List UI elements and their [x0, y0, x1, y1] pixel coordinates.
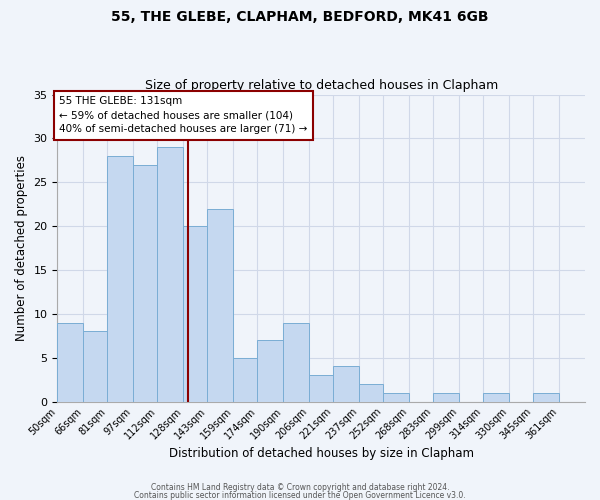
Bar: [257, 340, 283, 402]
Text: Contains HM Land Registry data © Crown copyright and database right 2024.: Contains HM Land Registry data © Crown c…: [151, 484, 449, 492]
Bar: [233, 358, 257, 402]
Bar: [157, 147, 183, 402]
Bar: [133, 164, 157, 402]
Text: 55, THE GLEBE, CLAPHAM, BEDFORD, MK41 6GB: 55, THE GLEBE, CLAPHAM, BEDFORD, MK41 6G…: [111, 10, 489, 24]
Bar: [533, 393, 559, 402]
Bar: [283, 322, 309, 402]
X-axis label: Distribution of detached houses by size in Clapham: Distribution of detached houses by size …: [169, 447, 474, 460]
Text: 55 THE GLEBE: 131sqm
← 59% of detached houses are smaller (104)
40% of semi-deta: 55 THE GLEBE: 131sqm ← 59% of detached h…: [59, 96, 307, 134]
Bar: [58, 322, 83, 402]
Bar: [383, 393, 409, 402]
Bar: [359, 384, 383, 402]
Text: Contains public sector information licensed under the Open Government Licence v3: Contains public sector information licen…: [134, 490, 466, 500]
Bar: [208, 208, 233, 402]
Bar: [334, 366, 359, 402]
Bar: [83, 332, 107, 402]
Bar: [107, 156, 133, 402]
Y-axis label: Number of detached properties: Number of detached properties: [15, 155, 28, 341]
Bar: [433, 393, 459, 402]
Title: Size of property relative to detached houses in Clapham: Size of property relative to detached ho…: [145, 79, 498, 92]
Bar: [309, 376, 334, 402]
Bar: [183, 226, 208, 402]
Bar: [484, 393, 509, 402]
